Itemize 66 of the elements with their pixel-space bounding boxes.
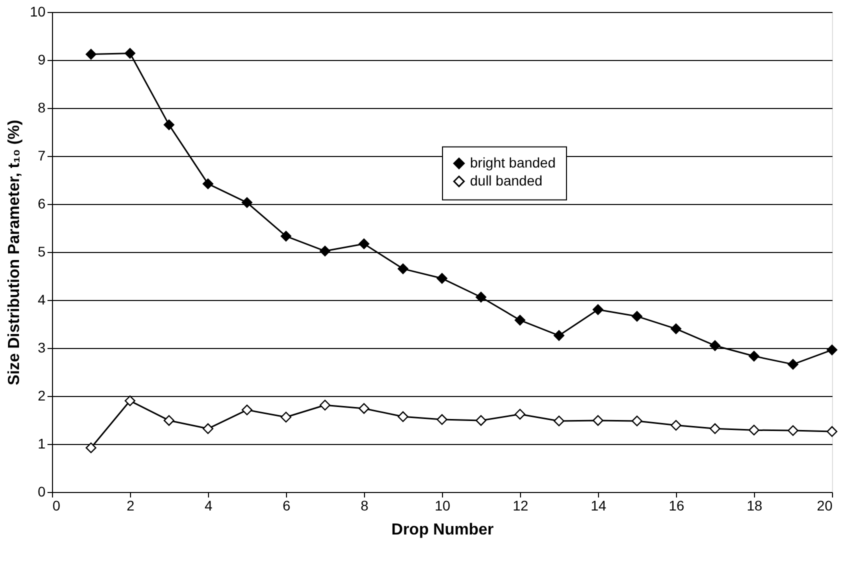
- point: [748, 424, 760, 436]
- y-tick-label: 7: [38, 148, 46, 164]
- y-tick-label: 10: [30, 4, 46, 20]
- y-axis-title: Size Distribution Parameter, t₁₀ (%): [6, 120, 23, 386]
- point: [398, 411, 408, 422]
- point: [632, 310, 642, 322]
- point: [202, 178, 214, 190]
- y-tick-label: 8: [38, 100, 46, 116]
- point: [358, 403, 370, 414]
- legend-label: dull banded: [470, 172, 542, 188]
- y-tick-label: 9: [38, 52, 46, 68]
- x-tick-label: 16: [668, 498, 684, 514]
- point: [202, 423, 214, 434]
- point: [788, 358, 798, 370]
- point: [280, 412, 292, 422]
- point: [320, 400, 330, 410]
- y-tick-label: 0: [38, 484, 46, 500]
- point: [710, 423, 720, 434]
- point: [592, 415, 604, 426]
- point: [710, 340, 720, 351]
- y-tick-label: 3: [38, 340, 46, 356]
- point: [320, 246, 330, 256]
- point: [358, 238, 370, 250]
- point: [826, 344, 838, 356]
- x-tick-label: 20: [816, 498, 833, 514]
- point: [280, 230, 292, 242]
- point: [554, 416, 564, 426]
- point: [164, 119, 174, 130]
- y-tick-label: 4: [38, 292, 46, 308]
- point: [514, 314, 526, 326]
- point: [436, 273, 448, 284]
- x-tick-label: 10: [434, 498, 450, 514]
- y-tick-label: 5: [38, 244, 46, 260]
- point: [86, 442, 96, 454]
- point: [514, 408, 526, 420]
- point: [670, 323, 682, 334]
- point: [124, 395, 136, 406]
- point: [670, 420, 682, 431]
- point: [748, 350, 760, 362]
- point: [788, 425, 798, 436]
- point: [476, 415, 486, 426]
- x-axis-title: Drop Number: [391, 522, 494, 538]
- x-tick-label: 0: [52, 498, 60, 514]
- point: [164, 415, 174, 426]
- point: [242, 197, 252, 208]
- point: [398, 263, 408, 274]
- point: [632, 416, 642, 426]
- point: [554, 330, 564, 341]
- point: [826, 426, 838, 437]
- x-tick-label: 14: [590, 498, 606, 514]
- legend-label: bright banded: [470, 154, 556, 170]
- point: [476, 292, 486, 302]
- x-tick-label: 4: [204, 498, 213, 514]
- y-tick-label: 2: [38, 388, 46, 404]
- point: [86, 48, 96, 60]
- x-tick-label: 12: [512, 498, 528, 514]
- x-tick-label: 6: [282, 498, 291, 514]
- y-tick-label: 1: [38, 436, 46, 452]
- y-tick-label: 6: [38, 196, 46, 212]
- point: [592, 304, 604, 315]
- x-tick-label: 2: [126, 498, 135, 514]
- point: [242, 404, 252, 416]
- x-tick-label: 8: [360, 498, 369, 514]
- point: [124, 48, 136, 59]
- point: [436, 414, 448, 425]
- x-tick-label: 18: [746, 498, 762, 514]
